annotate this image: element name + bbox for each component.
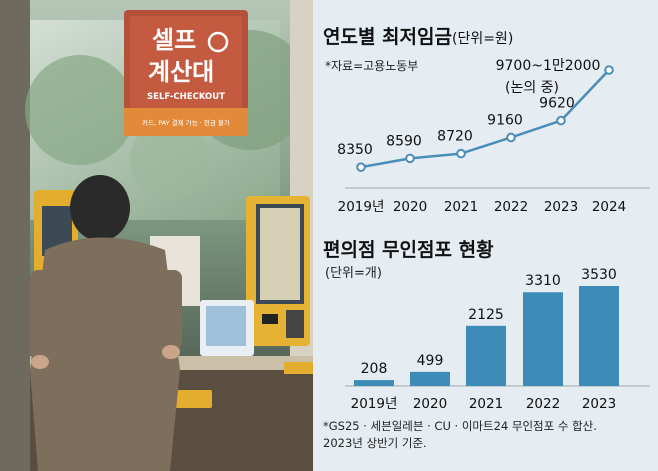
wage-tick-0: 2019년 bbox=[338, 199, 385, 215]
wage-point-2020 bbox=[405, 153, 415, 164]
shop-bar-4 bbox=[579, 286, 619, 386]
bar-chart-footnote: *GS25 · 세븐일레븐 · CU · 이마트24 무인점포 수 합산. 20… bbox=[323, 418, 597, 452]
shop-tick-3: 2022 bbox=[526, 396, 560, 412]
shop-value-3: 3310 bbox=[525, 273, 561, 289]
shop-value-4: 3530 bbox=[581, 267, 617, 283]
footnote-line-2: 2023년 상반기 기준. bbox=[323, 436, 427, 450]
wage-point-2019년 bbox=[356, 162, 366, 172]
wage-label-1: 8590 bbox=[386, 133, 422, 149]
sign-title-2: 계산대 bbox=[148, 58, 214, 86]
photo: 셀프 계산대 SELF-CHECKOUT 카드, PAY 결제 가능 · 현금 … bbox=[0, 0, 313, 471]
wage-label-4: 9620 bbox=[539, 96, 575, 112]
line-chart-source: *자료=고용노동부 bbox=[325, 59, 419, 73]
shop-tick-4: 2023 bbox=[582, 396, 616, 412]
sign-small: 카드, PAY 결제 가능 · 현금 불가 bbox=[142, 118, 230, 127]
line-chart: 8350 8590 8720 9160 9620 9700~1만2000 (논의 중) 201… bbox=[337, 58, 650, 215]
wage-point-2024 bbox=[604, 65, 614, 75]
sign-en: SELF-CHECKOUT bbox=[147, 92, 225, 102]
person-body bbox=[30, 237, 180, 471]
wage-label-0: 8350 bbox=[337, 142, 373, 158]
wage-point-2021 bbox=[456, 148, 466, 159]
person-head bbox=[70, 175, 130, 241]
wage-label-3: 9160 bbox=[487, 112, 523, 128]
shop-bar-3 bbox=[523, 292, 563, 386]
wage-tick-5: 2024 bbox=[592, 199, 626, 215]
shop-tick-1: 2020 bbox=[413, 396, 447, 412]
wage-point-2023 bbox=[556, 115, 566, 126]
line-chart-title: 연도별 최저임금(단위=원) bbox=[323, 26, 514, 48]
wage-series-line bbox=[360, 69, 610, 169]
wage-label-2: 8720 bbox=[437, 129, 473, 145]
wage-point-2022 bbox=[506, 132, 516, 143]
wage-tick-4: 2023 bbox=[544, 199, 578, 215]
sign-title-1: 셀프 bbox=[152, 26, 196, 54]
wage-tick-3: 2022 bbox=[494, 199, 528, 215]
shop-bar-0 bbox=[354, 380, 394, 386]
shop-bar-2 bbox=[466, 325, 506, 386]
shop-bar-1 bbox=[410, 371, 450, 386]
bar-chart-title: 편의점 무인점포 현황 bbox=[323, 239, 494, 261]
footnote-line-1: *GS25 · 세븐일레븐 · CU · 이마트24 무인점포 수 합산. bbox=[323, 419, 597, 433]
shop-value-0: 208 bbox=[361, 361, 388, 377]
shop-tick-0: 2019년 bbox=[351, 396, 398, 412]
self-checkout-photo: 셀프 계산대 SELF-CHECKOUT 카드, PAY 결제 가능 · 현금 … bbox=[0, 0, 313, 471]
shop-value-1: 499 bbox=[417, 353, 444, 369]
shop-value-2: 2125 bbox=[468, 307, 504, 323]
wage-label-5: 9700~1만2000 bbox=[496, 58, 601, 74]
bar-chart-unit: (단위=개) bbox=[325, 266, 382, 281]
sign-icon bbox=[207, 31, 229, 53]
wage-tick-1: 2020 bbox=[393, 199, 427, 215]
wage-tick-2: 2021 bbox=[444, 199, 478, 215]
wage-annotation: (논의 중) bbox=[505, 80, 559, 96]
shop-tick-2: 2021 bbox=[469, 396, 503, 412]
